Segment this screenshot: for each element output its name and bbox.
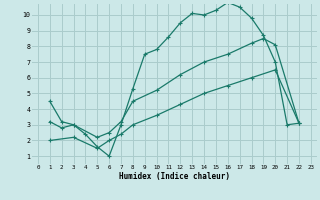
X-axis label: Humidex (Indice chaleur): Humidex (Indice chaleur) xyxy=(119,172,230,181)
